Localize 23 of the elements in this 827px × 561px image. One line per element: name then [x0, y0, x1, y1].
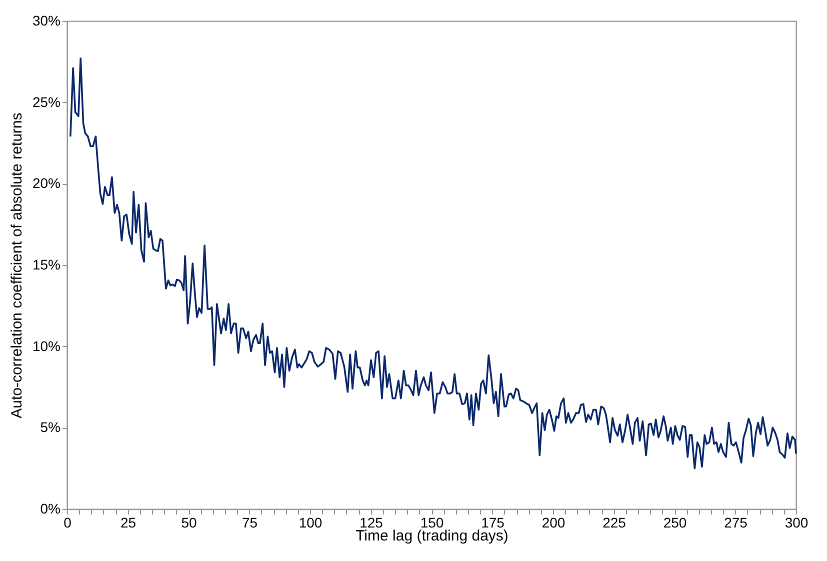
x-tick-label: 75 [242, 514, 258, 530]
x-tick-label: 275 [724, 514, 748, 530]
y-axis-title: Auto-correlation coefficient of absolute returns [8, 112, 26, 418]
y-tick-label: 25% [32, 94, 60, 110]
x-axis-title: Time lag (trading days) [356, 528, 508, 544]
y-tick-label: 5% [40, 419, 60, 436]
x-tick-label: 0 [64, 514, 72, 530]
x-tick-label: 125 [360, 514, 384, 530]
x-tick-label: 250 [663, 514, 687, 530]
x-tick-label: 200 [542, 514, 566, 530]
y-tick-label: 10% [32, 338, 60, 354]
x-tick-label: 175 [481, 514, 505, 530]
x-tick-label: 25 [120, 514, 136, 530]
x-tick-label: 100 [298, 514, 322, 530]
x-tick-label: 150 [420, 514, 444, 530]
y-tick-label: 0% [40, 500, 60, 516]
x-tick-label: 50 [181, 514, 197, 530]
y-tick-label: 30% [32, 12, 60, 28]
x-tick-label: 225 [602, 514, 626, 530]
y-tick-label: 15% [32, 256, 60, 272]
y-tick-label: 20% [32, 175, 60, 192]
x-tick-label: 300 [784, 514, 808, 530]
line-series [70, 58, 797, 470]
